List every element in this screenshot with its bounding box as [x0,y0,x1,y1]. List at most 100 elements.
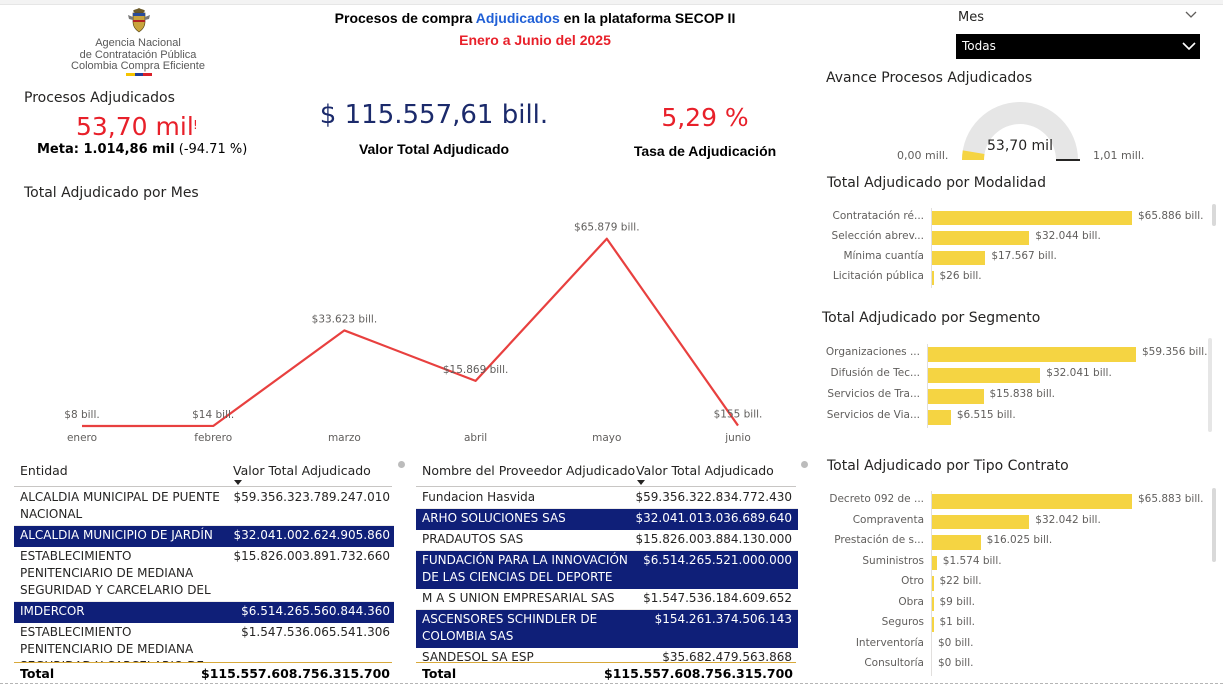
gauge-track [962,102,1078,160]
segmento-bar-chart[interactable]: Organizaciones ... $59.356 bill. Difusión … [820,344,1210,430]
chevron-down-icon[interactable] [1182,40,1196,52]
series-line[interactable] [81,237,739,428]
line-chart[interactable]: $8 bill. enero $14 bill. febrero $33.623 bil… [20,205,790,450]
bar[interactable] [932,271,934,285]
bar-category-label: Prestación de s... [834,534,924,546]
sort-desc-icon[interactable] [637,480,645,485]
table-row[interactable]: ALCALDIA MUNICIPIO DE JARDÍN $32.041.002.… [14,526,394,547]
bar[interactable] [928,389,984,404]
kpi-procesos-value: 53,70 mil [76,112,194,141]
bar[interactable] [928,368,1041,383]
kpi-valor-total-value: $ 115.557,61 bill. [319,100,549,130]
gauge-max-label: 1,01 mill. [1093,149,1145,162]
entidad-table-body: ALCALDIA MUNICIPAL DE PUENTE NACIONAL $59… [14,488,394,663]
table-cell-value: $32.041.013.036.689.640 [635,511,793,525]
bar[interactable] [928,347,1136,362]
entidad-header[interactable]: Entidad [20,463,68,478]
logo-color-bar [126,73,153,76]
table-row[interactable]: IMDERCOR $6.514.265.560.844.360 [14,602,394,623]
bar-value-label: $6.515 bill. [956,409,1016,421]
bar-axis [931,268,932,288]
table-row[interactable]: ARHO SOLUCIONES SAS $32.041.013.036.689.6… [416,509,798,530]
bar-axis [931,491,932,512]
bar-category-label: Mínima cuantía [843,250,924,262]
bar-axis [927,365,928,386]
table-row[interactable]: M A S UNION EMPRESARIAL SAS $1.547.536.18… [416,589,798,610]
bar[interactable] [932,555,937,570]
table-cell-value: $59.356.322.834.772.430 [635,490,793,504]
bar-axis [931,573,932,594]
chevron-down-icon[interactable] [1185,9,1197,21]
table-cell-name: ESTABLECIMIENTO PENITENCIARIO DE MEDIANA… [20,625,204,663]
modalidad-scrollbar[interactable] [1212,204,1216,226]
table-cell-name: ALCALDIA MUNICIPAL DE PUENTE NACIONAL [20,490,220,521]
tipo-contrato-bar-chart[interactable]: Decreto 092 de ... $65.883 bill. Compraven… [820,491,1210,676]
table-row[interactable]: ESTABLECIMIENTO PENITENCIARIO DE MEDIANA… [14,623,394,663]
page-title: Procesos de compra Adjudicados en la pla… [334,10,736,26]
table-row[interactable]: ASCENSORES SCHINDLER DE COLOMBIA SAS $154… [416,610,798,648]
gauge-value: 53,70 mil [987,138,1053,154]
table-cell-name: ASCENSORES SCHINDLER DE COLOMBIA SAS [422,612,598,643]
month-slicer-value[interactable]: Todas [962,39,996,53]
alert-icon[interactable]: ! [193,118,198,132]
bar[interactable] [932,576,934,591]
bar-category-label: Suministros [862,554,924,567]
bar-category-label: Interventoría [855,636,924,649]
bar[interactable] [932,211,1132,225]
bar[interactable] [932,494,1132,509]
bar[interactable] [928,410,951,425]
bar-axis [927,344,928,365]
table-cell-name: M A S UNION EMPRESARIAL SAS [422,591,615,605]
bar-axis [931,655,932,676]
bar[interactable] [932,251,986,265]
kpi-procesos-meta: Meta: 1.014,86 mil (-94.71 %) [37,142,248,157]
coat-of-arms-icon [128,8,150,33]
logo-line-2: de Contratación Pública [79,49,197,61]
table-row[interactable]: ESTABLECIMIENTO PENITENCIARIO DE MEDIANA… [14,547,394,602]
table-row[interactable]: Fundacion Hasvida $59.356.322.834.772.430 [416,488,798,509]
entidad-total-label: Total [20,666,55,681]
bar-axis [931,228,932,248]
data-label: $8 bill. [64,409,99,421]
table-cell-name: PRADAUTOS SAS [422,532,524,546]
divider [14,486,392,487]
modalidad-bar-chart[interactable]: Contratación ré... $65.886 bill. Selección… [820,208,1210,290]
bar-category-label: Servicios de Via... [826,409,920,421]
proveedor-value-header[interactable]: Valor Total Adjudicado [636,463,774,478]
table-row[interactable]: ALCALDIA MUNICIPAL DE PUENTE NACIONAL $59… [14,488,394,526]
divider [416,486,796,487]
bar[interactable] [932,617,934,632]
bar[interactable] [932,596,934,611]
table-row[interactable]: FUNDACIÓN PARA LA INNOVACIÓN DE LAS CIEN… [416,551,798,589]
sort-desc-icon[interactable] [234,480,242,485]
kpi-tasa-value: 5,29 % [661,103,749,132]
more-options-icon[interactable] [801,461,808,468]
bar[interactable] [932,535,981,550]
bar-value-label: $32.042 bill. [1035,513,1101,526]
table-row[interactable]: PRADAUTOS SAS $15.826.003.884.130.000 [416,530,798,551]
divider [14,525,394,526]
tipo-contrato-scrollbar[interactable] [1212,488,1216,562]
bar-category-label: Otro [901,575,924,587]
proveedor-header[interactable]: Nombre del Proveedor Adjudicado [422,463,636,478]
entidad-value-header[interactable]: Valor Total Adjudicado [233,463,371,478]
line-chart-title: Total Adjudicado por Mes [24,185,199,201]
bar[interactable] [932,514,1030,529]
segmento-scrollbar[interactable] [1208,338,1212,432]
bottom-border [0,683,1223,687]
more-options-icon[interactable] [398,461,405,468]
month-slicer-dropdown[interactable] [956,34,1200,59]
bar[interactable] [932,231,1030,245]
data-label: $155 bill. [714,409,763,421]
progress-gauge[interactable] [945,100,1095,165]
bar-value-label: $15.838 bill. [989,388,1056,400]
table-cell-value: $32.041.002.624.905.860 [233,528,391,542]
segmento-chart-title: Total Adjudicado por Segmento [822,310,1041,326]
modalidad-chart-title: Total Adjudicado por Modalidad [827,175,1046,191]
table-cell-value: $15.826.003.891.732.660 [233,549,391,563]
top-strip [0,0,1223,5]
bar-value-label: $59.356 bill. [1142,346,1208,358]
table-row[interactable]: SANDESOL SA ESP $35.682.479.563.868 [416,648,798,663]
proveedor-total-value: $115.557.608.756.315.700 [604,666,793,681]
bar-axis [931,614,932,635]
